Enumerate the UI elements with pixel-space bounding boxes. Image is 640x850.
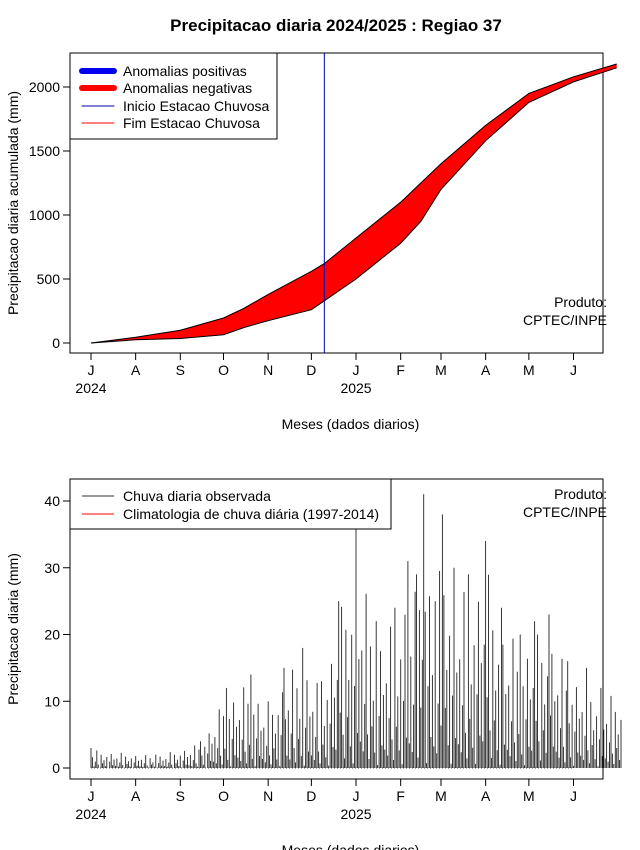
legend-label: Chuva diaria observada: [123, 488, 271, 504]
y-tick-label: 2000: [29, 79, 60, 95]
legend-label: Inicio Estacao Chuvosa: [123, 98, 270, 114]
y-tick-label: 1500: [29, 143, 60, 159]
product-note: Produto:: [554, 294, 607, 310]
x-tick-label: M: [435, 788, 447, 804]
x-tick-label: J: [88, 362, 95, 378]
x-tick-label: D: [306, 362, 316, 378]
x-tick-label: S: [176, 788, 185, 804]
legend-label: Climatologia de chuva diária (1997-2014): [123, 506, 379, 522]
x-tick-label: F: [396, 362, 405, 378]
x-tick-label: J: [570, 788, 577, 804]
x-axis-title: Meses (dados diarios): [282, 416, 420, 432]
x-axis-title: Meses (dados diarios): [282, 842, 420, 850]
year-label: 2024: [75, 806, 106, 822]
legend-label: Anomalias negativas: [123, 80, 252, 96]
x-tick-label: A: [131, 362, 141, 378]
y-tick-label: 500: [37, 271, 61, 287]
year-label: 2024: [75, 380, 106, 396]
product-note: CPTEC/INPE: [523, 504, 607, 520]
x-tick-label: J: [353, 362, 360, 378]
legend-label: Fim Estacao Chuvosa: [123, 115, 260, 131]
y-tick-label: 20: [44, 627, 60, 643]
y-tick-label: 1000: [29, 207, 60, 223]
product-note: Produto:: [554, 486, 607, 502]
y-tick-label: 40: [44, 493, 60, 509]
year-label: 2025: [340, 380, 371, 396]
legend-box: [69, 478, 392, 530]
chart-title: Precipitacao diaria 2024/2025 : Regiao 3…: [170, 16, 502, 35]
x-tick-label: J: [353, 788, 360, 804]
y-axis-title: Precipitacao diaria acumulada (mm): [5, 91, 21, 315]
y-tick-label: 30: [44, 560, 60, 576]
product-note: CPTEC/INPE: [523, 312, 607, 328]
x-tick-label: A: [131, 788, 141, 804]
x-tick-label: M: [523, 362, 535, 378]
y-axis-title: Precipitacao diaria (mm): [5, 553, 21, 705]
x-tick-label: F: [396, 788, 405, 804]
x-tick-label: D: [306, 788, 316, 804]
y-tick-label: 0: [52, 760, 60, 776]
x-tick-label: A: [481, 788, 491, 804]
x-tick-label: N: [263, 788, 273, 804]
year-label: 2025: [340, 806, 371, 822]
legend-box: [69, 52, 278, 140]
y-tick-label: 10: [44, 693, 60, 709]
x-tick-label: O: [218, 788, 229, 804]
x-tick-label: S: [176, 362, 185, 378]
y-tick-label: 0: [52, 335, 60, 351]
x-tick-label: N: [263, 362, 273, 378]
observed-accumulated-line: [90, 67, 617, 344]
x-tick-label: M: [523, 788, 535, 804]
x-tick-label: M: [435, 362, 447, 378]
x-tick-label: A: [481, 362, 491, 378]
x-tick-label: O: [218, 362, 229, 378]
x-tick-label: J: [570, 362, 577, 378]
x-tick-label: J: [88, 788, 95, 804]
negative-anomaly-area: [91, 64, 617, 343]
legend-label: Anomalias positivas: [123, 63, 247, 79]
climatology-accumulated-line: [90, 63, 617, 344]
